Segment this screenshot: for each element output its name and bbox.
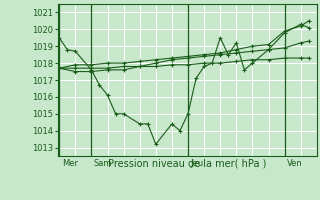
Text: Mer: Mer [62,159,78,168]
Text: Sam: Sam [94,159,113,168]
X-axis label: Pression niveau de la mer( hPa ): Pression niveau de la mer( hPa ) [108,159,266,169]
Text: Ven: Ven [287,159,303,168]
Text: Jeu: Jeu [191,159,204,168]
